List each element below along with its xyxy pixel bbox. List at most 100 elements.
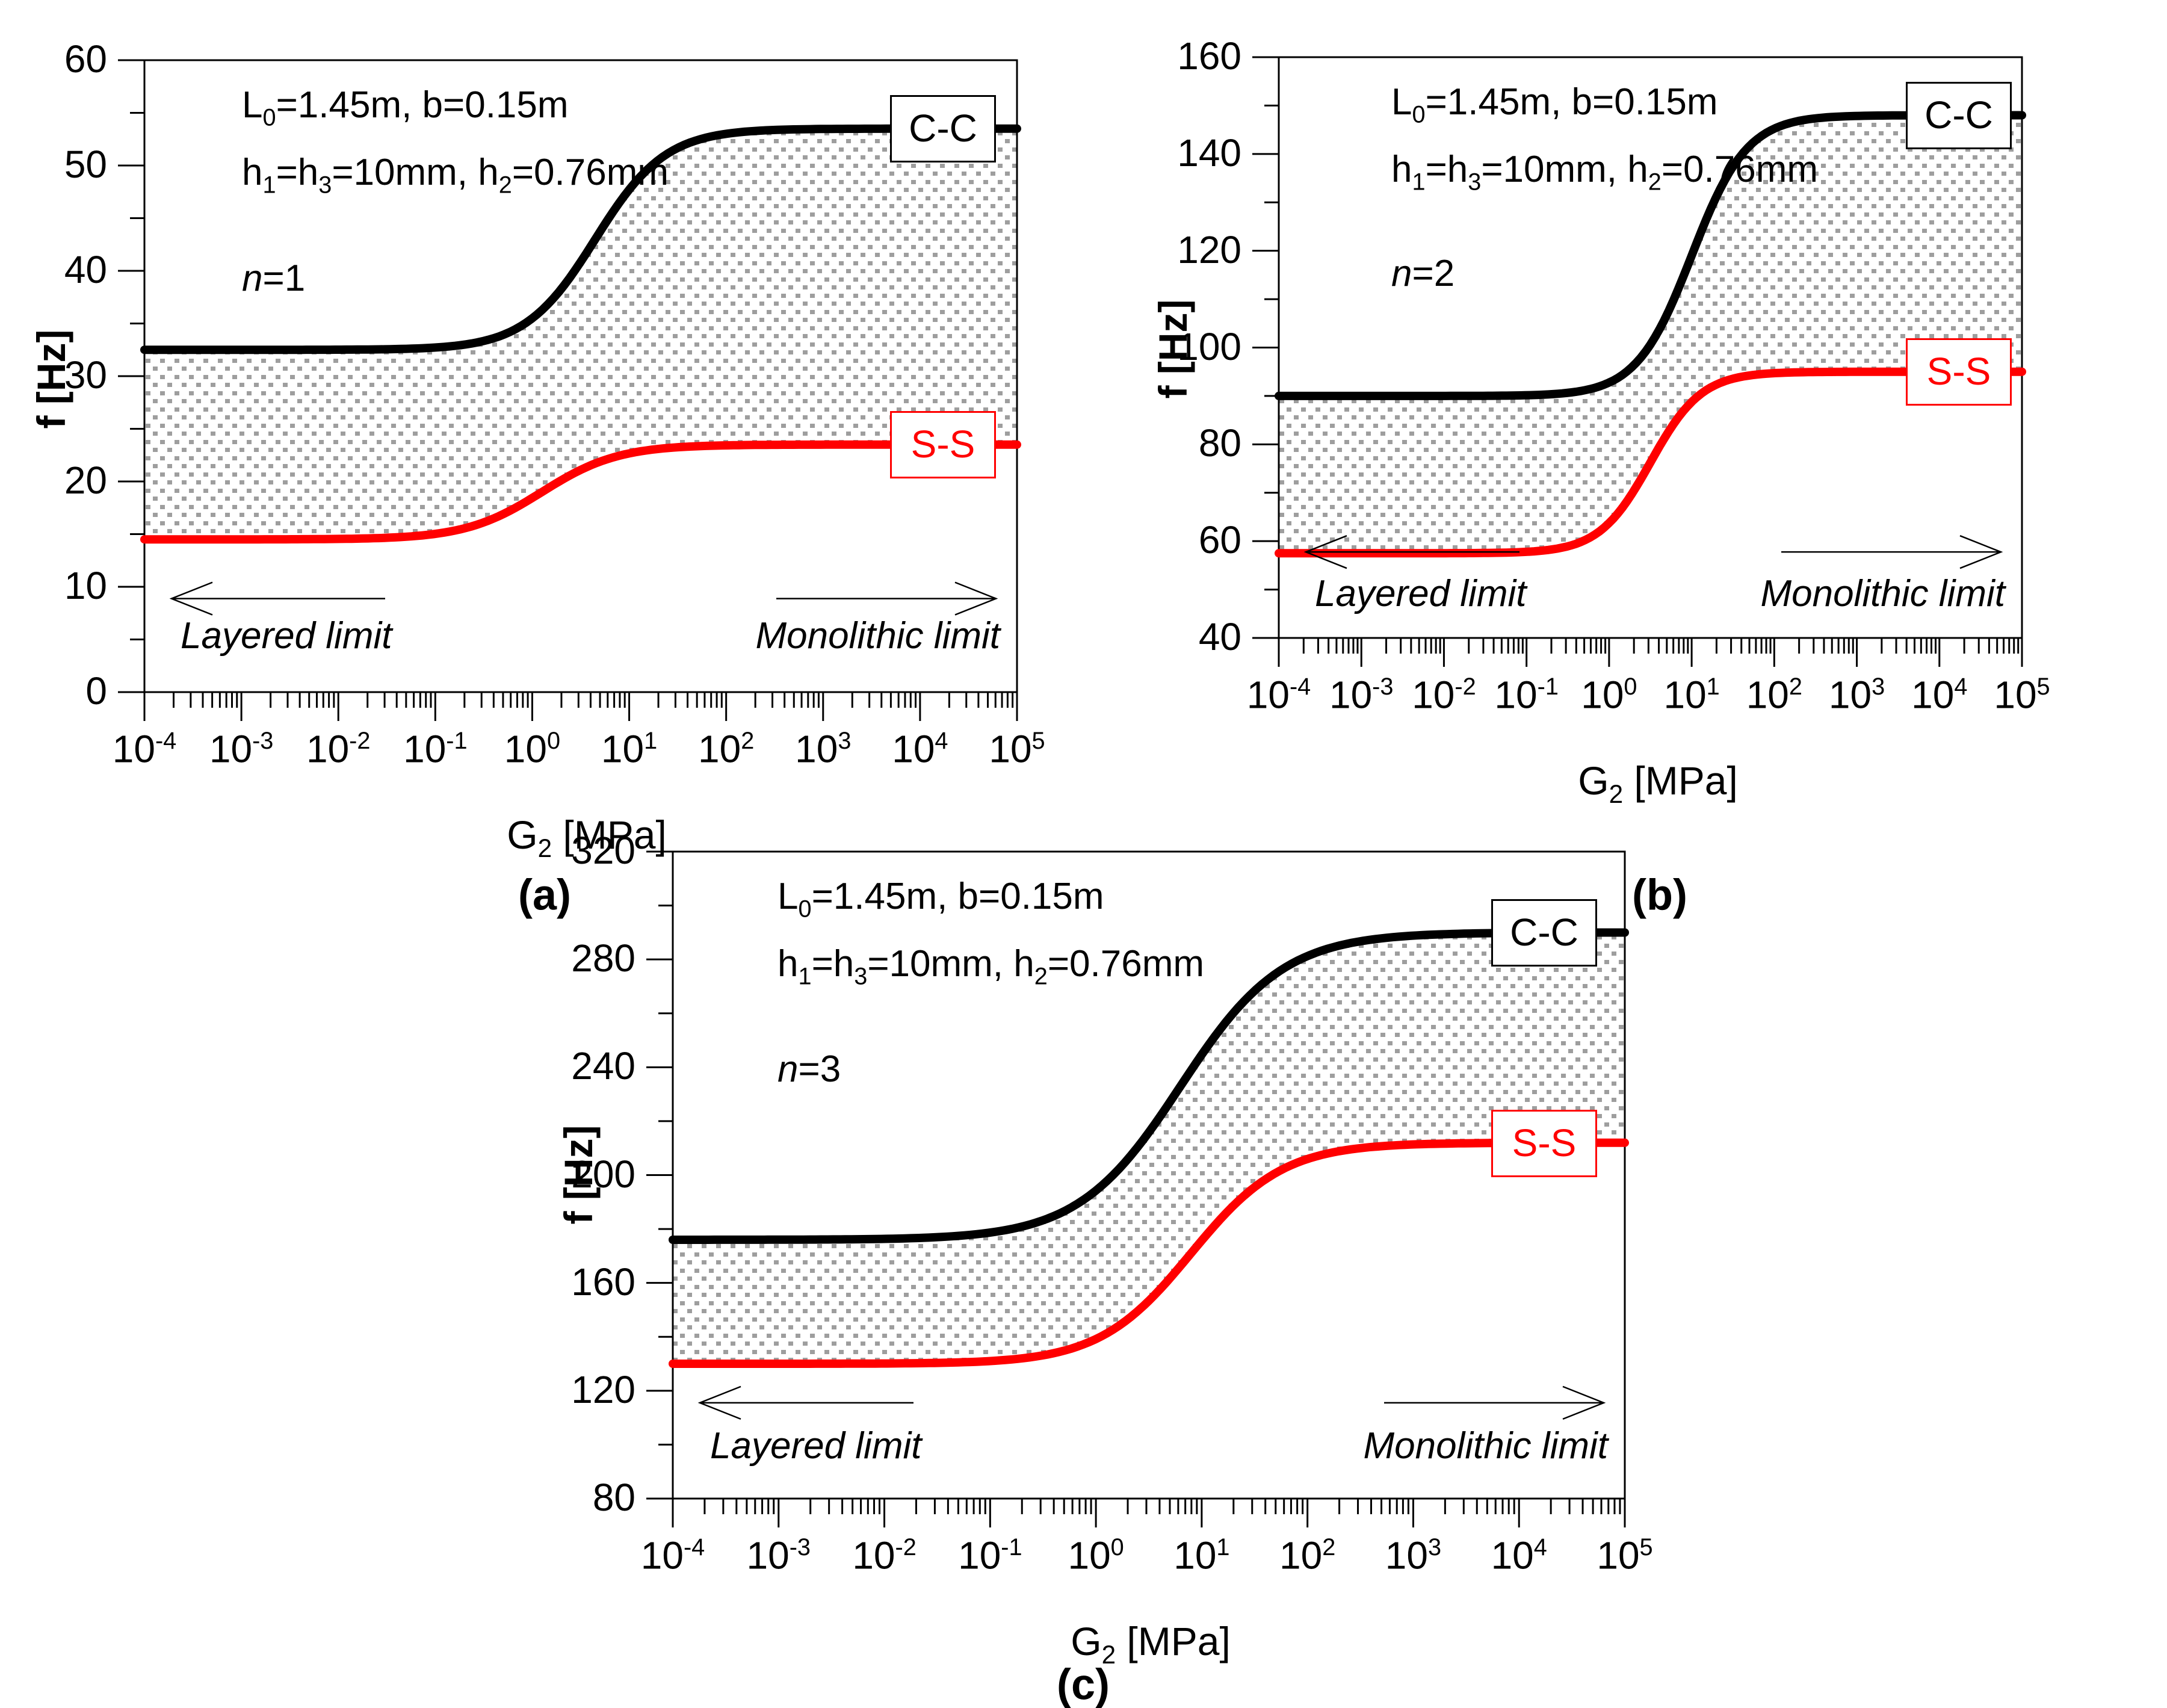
chart-b-x-axis-title: G2 [MPa] — [1578, 758, 1738, 808]
chart-a-y-tick-label: 30 — [64, 353, 107, 397]
chart-c-x-tick-label: 105 — [1597, 1533, 1653, 1577]
chart-b-x-tick-label: 10-3 — [1329, 673, 1394, 717]
chart-b-monolithic-limit-label: Monolithic limit — [1760, 573, 2005, 614]
chart-a-cc-label: C-C — [909, 107, 977, 150]
chart-b-x-tick-label: 105 — [1994, 673, 2050, 717]
chart-a-mode-label: n=1 — [242, 258, 306, 299]
chart-a-ss-label-box: S-S — [890, 411, 996, 478]
chart-a-y-tick-label: 20 — [64, 459, 107, 502]
chart-c-y-tick-label: 160 — [571, 1260, 635, 1304]
chart-a-x-axis-title: G2 [MPa] — [507, 812, 667, 862]
chart-b-cc-label: C-C — [1924, 93, 1993, 137]
chart-b-x-tick-label: 10-2 — [1412, 673, 1476, 717]
chart-b-cc-label-box: C-C — [1906, 82, 2012, 149]
chart-c-x-tick-label: 10-2 — [852, 1533, 917, 1577]
chart-c-y-tick-label: 80 — [592, 1476, 635, 1519]
chart-a-y-tick-label: 0 — [85, 669, 107, 713]
chart-a-x-tick-label: 102 — [698, 727, 755, 771]
chart-b-cc-curve — [1275, 111, 2026, 400]
chart-c-ss-curve — [669, 1138, 1629, 1368]
chart-a-x-tick-label: 10-1 — [403, 727, 468, 771]
chart-b-x-tick-label: 101 — [1663, 673, 1720, 717]
chart-c-ss-label: S-S — [1512, 1121, 1577, 1165]
chart-c-x-tick-label: 10-1 — [958, 1533, 1022, 1577]
chart-c-y-tick-label: 200 — [571, 1152, 635, 1196]
chart-a-caption: (a) — [518, 871, 571, 920]
chart-c-x-axis-title: G2 [MPa] — [1071, 1618, 1231, 1669]
chart-a-x-tick-label: 103 — [795, 727, 852, 771]
chart-b-y-tick-label: 80 — [1198, 421, 1241, 465]
chart-a-layered-limit-arrow — [169, 581, 385, 616]
chart-b-x-tick-label: 102 — [1746, 673, 1802, 717]
chart-b-ss-curve — [1275, 367, 2026, 558]
chart-b-params-line1: L0=1.45m, b=0.15m — [1391, 81, 1718, 128]
chart-a-x-tick-label: 105 — [989, 727, 1045, 771]
chart-b-y-tick-label: 100 — [1177, 324, 1241, 368]
chart-b-params-line2: h1=h3=10mm, h2=0.76mm — [1391, 149, 1818, 196]
chart-a-params-line2: h1=h3=10mm, h2=0.76mm — [242, 152, 669, 199]
chart-c-params-line1: L0=1.45m, b=0.15m — [777, 876, 1104, 923]
chart-a-x-tick-label: 10-2 — [306, 727, 371, 771]
chart-c-y-tick-label: 320 — [571, 829, 635, 872]
chart-a-cc-label-box: C-C — [890, 95, 996, 162]
chart-a-ss-curve — [140, 440, 1021, 544]
chart-c-x-tick-label: 102 — [1279, 1533, 1336, 1577]
chart-a-params-line1: L0=1.45m, b=0.15m — [242, 84, 569, 131]
chart-a-x-tick-label: 104 — [892, 727, 948, 771]
chart-a-cc-curve — [140, 124, 1021, 354]
chart-b-y-tick-label: 40 — [1198, 615, 1241, 658]
chart-b-y-tick-label: 160 — [1177, 34, 1241, 78]
chart-b-y-tick-label: 140 — [1177, 131, 1241, 175]
chart-b-x-tick-label: 10-1 — [1494, 673, 1559, 717]
chart-a-layered-limit-label: Layered limit — [181, 615, 392, 657]
chart-b-ss-label-box: S-S — [1906, 338, 2012, 406]
chart-c-x-tick-label: 101 — [1173, 1533, 1230, 1577]
chart-c-cc-curve — [669, 928, 1629, 1244]
chart-b-mode-label: n=2 — [1391, 253, 1455, 294]
chart-c-layered-limit-arrow — [697, 1385, 913, 1420]
chart-c-y-tick-label: 280 — [571, 936, 635, 980]
chart-a-x-tick-label: 10-4 — [112, 727, 177, 771]
chart-b-y-tick-label: 120 — [1177, 227, 1241, 271]
chart-c-x-tick-label: 100 — [1068, 1533, 1124, 1577]
chart-c-caption: (c) — [1057, 1660, 1110, 1708]
chart-a-monolithic-limit-label: Monolithic limit — [755, 615, 1000, 657]
chart-a-y-tick-label: 50 — [64, 143, 107, 186]
chart-c-cc-label-box: C-C — [1491, 899, 1597, 967]
chart-a-y-tick-label: 60 — [64, 37, 107, 81]
chart-c-layered-limit-label: Layered limit — [710, 1425, 922, 1467]
chart-b-x-tick-label: 10-4 — [1246, 673, 1311, 717]
chart-b-monolithic-limit-arrow — [1781, 535, 2003, 569]
chart-c-ss-label-box: S-S — [1491, 1110, 1597, 1177]
chart-c-mode-label: n=3 — [777, 1048, 841, 1090]
chart-b-caption: (b) — [1632, 871, 1687, 920]
chart-c-monolithic-limit-arrow — [1384, 1385, 1606, 1420]
chart-c-stipple-region — [673, 932, 1625, 1364]
chart-c-y-tick-label: 240 — [571, 1044, 635, 1088]
chart-a-y-tick-label: 40 — [64, 248, 107, 291]
chart-a-stipple-region — [144, 128, 1017, 540]
chart-b-y-tick-label: 60 — [1198, 518, 1241, 562]
chart-c-x-tick-label: 103 — [1385, 1533, 1442, 1577]
chart-b-x-tick-label: 100 — [1581, 673, 1637, 717]
chart-a-x-tick-label: 10-3 — [209, 727, 274, 771]
chart-a-y-tick-label: 10 — [64, 564, 107, 607]
chart-c-x-tick-label: 104 — [1491, 1533, 1547, 1577]
chart-b-x-tick-label: 103 — [1828, 673, 1885, 717]
chart-b-ss-label: S-S — [1926, 350, 1991, 394]
chart-b-x-tick-label: 104 — [1911, 673, 1968, 717]
chart-c-y-tick-label: 120 — [571, 1367, 635, 1411]
chart-b-stipple-region — [1279, 115, 2022, 554]
chart-a-x-tick-label: 101 — [601, 727, 658, 771]
chart-c-monolithic-limit-label: Monolithic limit — [1363, 1425, 1608, 1467]
chart-c-params-line2: h1=h3=10mm, h2=0.76mm — [777, 943, 1204, 990]
chart-b-layered-limit-arrow — [1303, 535, 1519, 569]
chart-c-x-tick-label: 10-3 — [746, 1533, 811, 1577]
chart-c-x-tick-label: 10-4 — [640, 1533, 705, 1577]
chart-c-cc-label: C-C — [1510, 911, 1578, 955]
chart-a-monolithic-limit-arrow — [776, 581, 998, 616]
chart-b-layered-limit-label: Layered limit — [1315, 573, 1527, 614]
chart-a-x-tick-label: 100 — [504, 727, 561, 771]
